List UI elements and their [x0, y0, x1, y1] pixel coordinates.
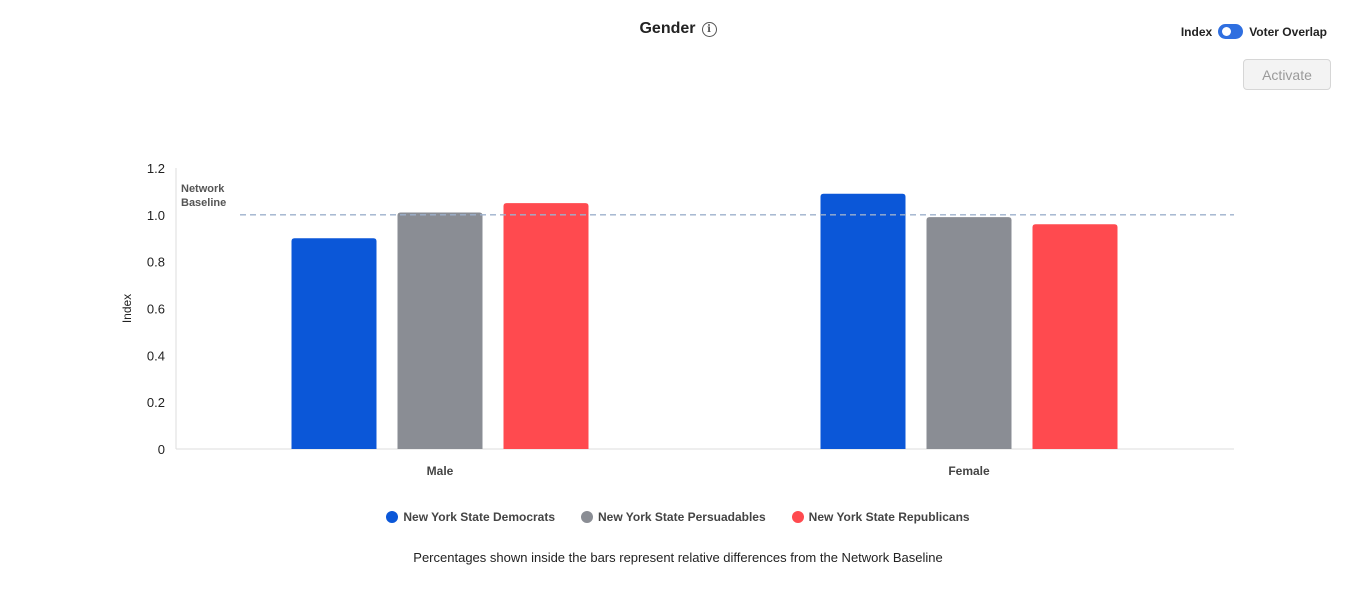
- y-tick-label: 1.0: [147, 208, 165, 223]
- legend-label: New York State Republicans: [808, 510, 970, 524]
- bar: [397, 212, 483, 449]
- activate-button[interactable]: Activate: [1243, 59, 1331, 90]
- bar: [291, 238, 377, 449]
- bar: [926, 217, 1012, 449]
- y-tick-label: 0.8: [147, 255, 165, 270]
- legend-label: New York State Democrats: [403, 510, 556, 524]
- legend-swatch: [791, 511, 804, 523]
- bar: [503, 203, 589, 449]
- page-title: Gender: [639, 20, 696, 37]
- y-tick-label: 1.2: [147, 161, 165, 176]
- legend-swatch: [581, 511, 594, 523]
- baseline-label-line1: Network: [181, 183, 225, 195]
- chart-header: Gender i: [0, 20, 1356, 38]
- toggle-label-index: Index: [1180, 24, 1213, 39]
- legend-item[interactable]: New York State Persuadables: [581, 510, 766, 524]
- x-tick-label: Male: [427, 464, 454, 478]
- legend-item[interactable]: New York State Democrats: [386, 510, 555, 524]
- chart-legend: New York State Democrats New York State P…: [0, 510, 1356, 524]
- y-tick-label: 0.4: [147, 348, 165, 363]
- toggle-knob: [1222, 27, 1232, 36]
- y-axis-label: Index: [120, 294, 134, 323]
- y-tick-label: 0.2: [147, 395, 165, 410]
- bar: [1032, 224, 1118, 449]
- legend-item[interactable]: New York State Republicans: [791, 510, 970, 524]
- index-overlap-toggle-group: Index Voter Overlap: [1181, 24, 1327, 39]
- index-overlap-toggle[interactable]: [1218, 24, 1244, 39]
- chart-footnote: Percentages shown inside the bars repres…: [413, 550, 943, 565]
- bar-chart: 0 0.2 0.4 0.6 0.8 1.0 1.2 Index Male Female Networ…: [120, 161, 1234, 478]
- info-icon[interactable]: i: [701, 21, 717, 37]
- toggle-label-voter-overlap: Voter Overlap: [1249, 24, 1327, 39]
- baseline-label-line2: Baseline: [181, 197, 226, 209]
- bar: [820, 193, 906, 449]
- x-tick-label: Female: [948, 464, 990, 478]
- legend-swatch: [386, 511, 399, 523]
- y-tick-label: 0: [158, 442, 165, 457]
- y-tick-label: 0.6: [147, 302, 165, 317]
- legend-label: New York State Persuadables: [598, 510, 766, 524]
